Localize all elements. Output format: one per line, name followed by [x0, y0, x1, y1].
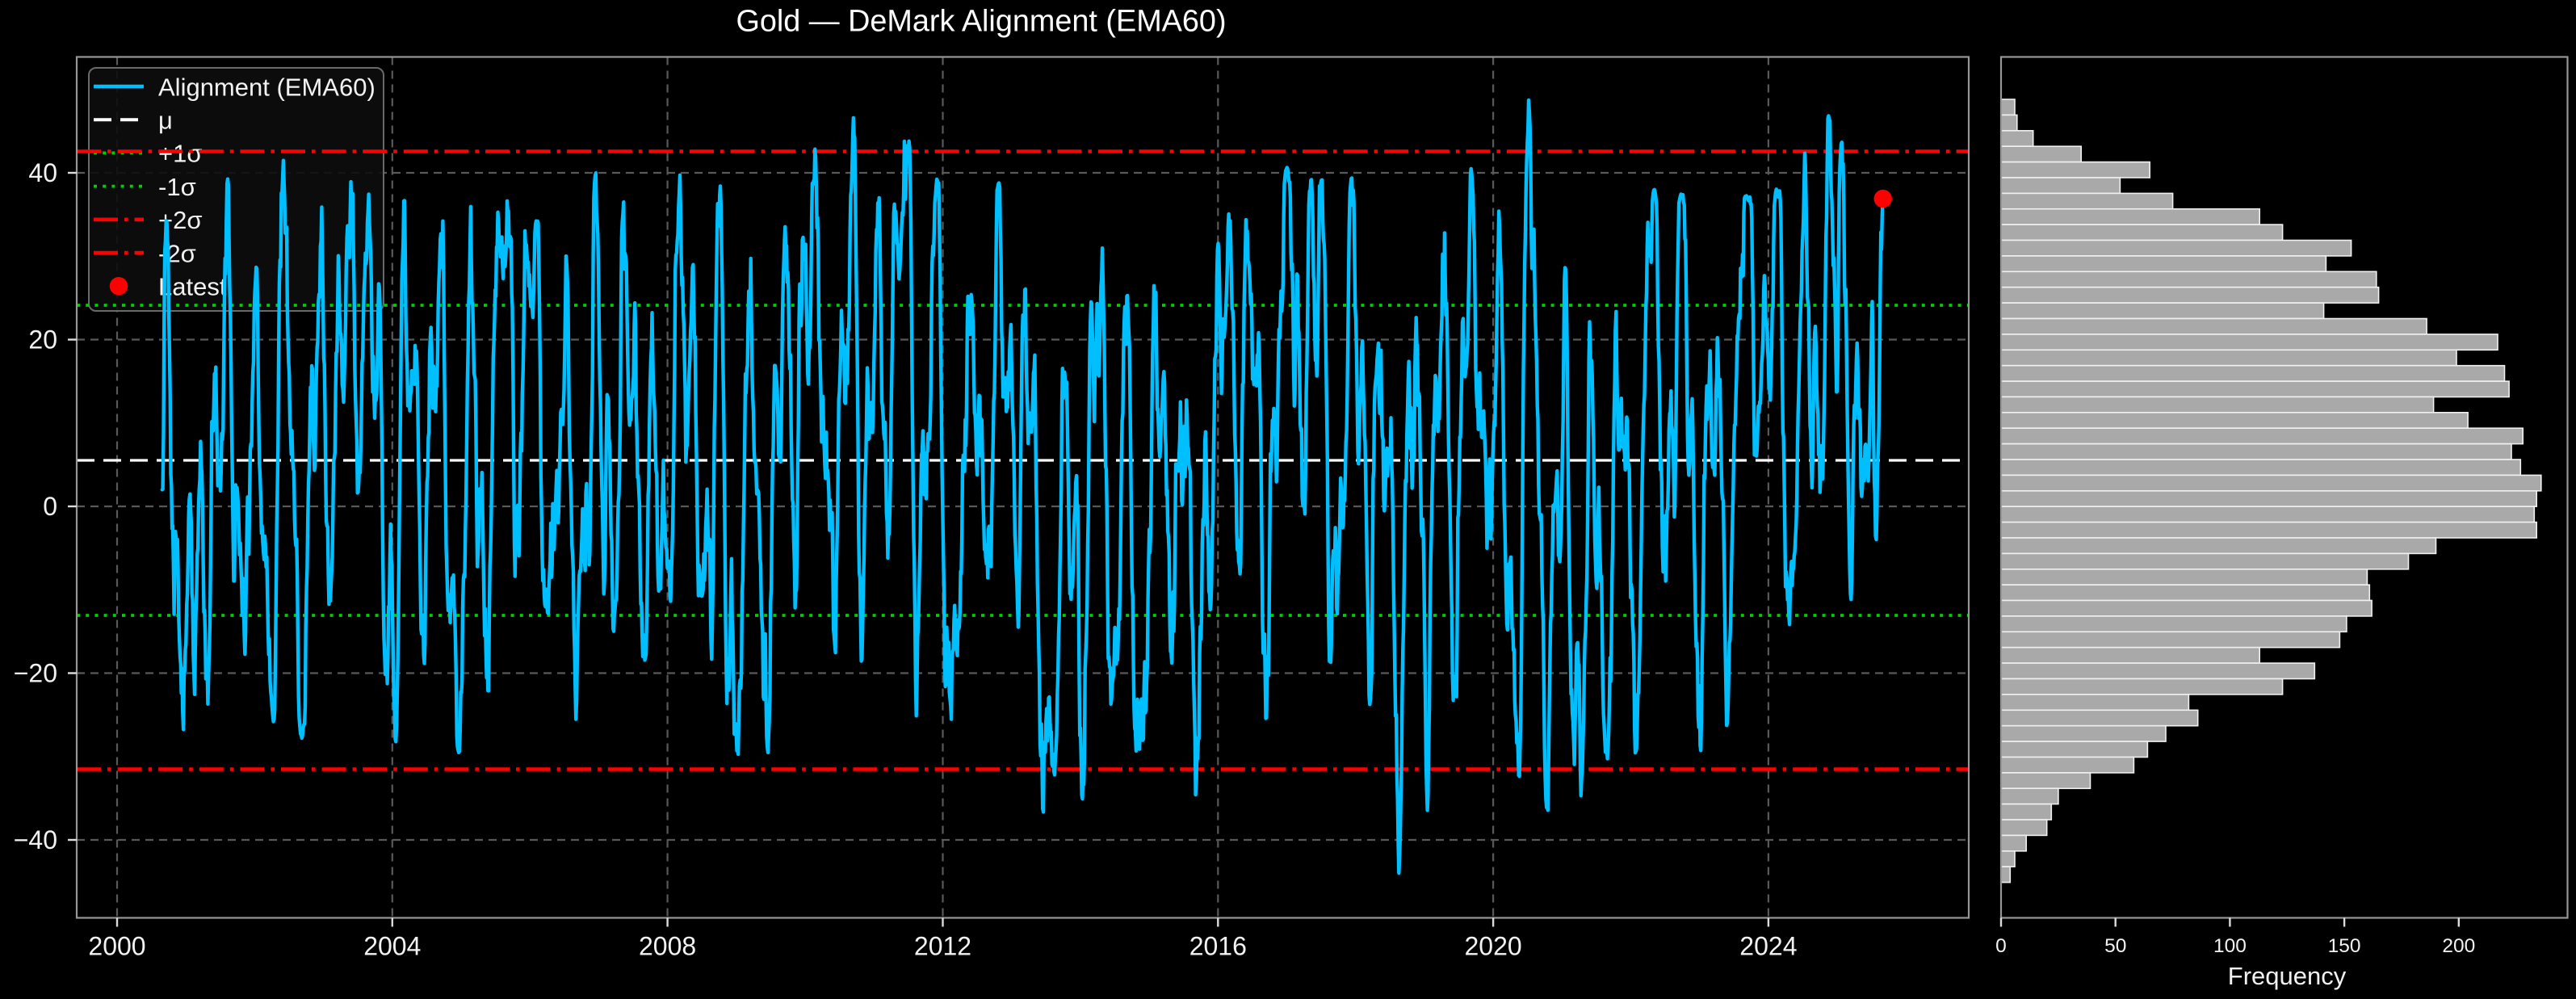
svg-text:Frequency: Frequency: [2228, 962, 2347, 990]
svg-text:100: 100: [2213, 935, 2247, 957]
svg-text:-1σ: -1σ: [158, 173, 196, 201]
svg-text:2000: 2000: [88, 932, 145, 961]
svg-text:Alignment (EMA60): Alignment (EMA60): [158, 73, 375, 101]
svg-text:2020: 2020: [1465, 932, 1522, 961]
svg-text:200: 200: [2442, 935, 2475, 957]
svg-text:2008: 2008: [639, 932, 696, 961]
svg-text:2024: 2024: [1739, 932, 1797, 961]
svg-text:20: 20: [28, 325, 57, 355]
svg-text:40: 40: [28, 158, 57, 187]
svg-text:0: 0: [1995, 935, 2007, 957]
svg-text:2016: 2016: [1189, 932, 1247, 961]
svg-text:2012: 2012: [914, 932, 971, 961]
svg-text:−20: −20: [14, 659, 57, 688]
svg-text:Gold — DeMark Alignment (EMA60: Gold — DeMark Alignment (EMA60): [736, 4, 1226, 38]
svg-text:2004: 2004: [363, 932, 421, 961]
svg-text:0: 0: [43, 492, 57, 521]
svg-text:μ: μ: [158, 107, 173, 135]
svg-text:50: 50: [2104, 935, 2126, 957]
svg-text:+1σ: +1σ: [158, 140, 202, 168]
svg-text:−40: −40: [14, 825, 57, 854]
svg-text:150: 150: [2328, 935, 2361, 957]
